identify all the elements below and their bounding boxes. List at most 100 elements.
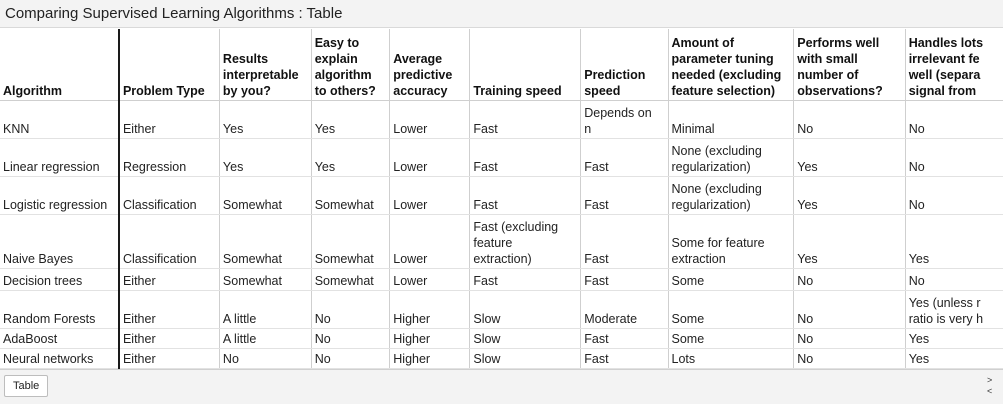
table-cell[interactable]: None (excluding regularization) (667, 138, 794, 177)
table-cell[interactable]: Slow (469, 348, 581, 369)
table-cell[interactable]: Lower (389, 214, 470, 269)
table-cell[interactable]: Lower (389, 176, 470, 215)
table-cell[interactable]: No (793, 100, 906, 139)
table-cell[interactable]: A little (218, 328, 312, 349)
table-cell[interactable]: Fast (excluding feature extraction) (469, 214, 581, 269)
table-cell[interactable]: Fast (469, 176, 581, 215)
table-cell[interactable]: Fast (580, 176, 668, 215)
table-cell[interactable]: Higher (389, 290, 470, 329)
table-cell[interactable]: No (904, 268, 1003, 291)
column-header[interactable]: Problem Type (117, 29, 220, 101)
table-cell[interactable]: Yes (793, 214, 906, 269)
table-cell[interactable]: Lots (667, 348, 794, 369)
row-label-cell[interactable]: Naive Bayes (0, 214, 119, 269)
table-cell[interactable]: No (904, 100, 1003, 139)
table-cell[interactable]: Yes (310, 100, 390, 139)
table-cell[interactable]: Regression (117, 138, 220, 177)
table-cell[interactable]: Either (117, 268, 220, 291)
column-header[interactable]: Amount of parameter tuning needed (excludi… (667, 29, 794, 101)
cell-text: Lower (393, 252, 428, 266)
table-cell[interactable]: Yes (793, 138, 906, 177)
table-cell[interactable]: No (310, 348, 390, 369)
table-cell[interactable]: No (793, 290, 906, 329)
column-header[interactable]: Results interpretable by you? (218, 29, 312, 101)
table-cell[interactable]: Fast (580, 348, 668, 369)
table-cell[interactable]: No (310, 328, 390, 349)
table-cell[interactable]: Fast (580, 268, 668, 291)
table-cell[interactable]: Fast (580, 328, 668, 349)
table-cell[interactable]: Either (117, 100, 220, 139)
table-cell[interactable]: Somewhat (310, 176, 390, 215)
table-cell[interactable]: Fast (580, 214, 668, 269)
table-cell[interactable]: Classification (117, 214, 220, 269)
table-cell[interactable]: Fast (469, 268, 581, 291)
column-header[interactable]: Average predictive accuracy (389, 29, 470, 101)
spreadsheet-grid[interactable]: Algorithm Problem Type Results interpretabl… (0, 29, 1003, 369)
table-cell[interactable]: Lower (389, 100, 470, 139)
table-cell[interactable]: No (793, 348, 906, 369)
table-row: AdaBoost Either A little No Higher Slow Fast So… (0, 328, 1003, 349)
table-cell[interactable]: No (218, 348, 312, 369)
table-cell[interactable]: Yes (793, 176, 906, 215)
table-cell[interactable]: Slow (469, 290, 581, 329)
table-cell[interactable]: Yes (218, 100, 312, 139)
table-cell[interactable]: Moderate (580, 290, 668, 329)
scroll-left-arrow[interactable]: < (987, 386, 993, 396)
table-cell[interactable]: Somewhat (310, 268, 390, 291)
cell-text: Fast (584, 252, 609, 266)
table-cell[interactable]: Some (667, 268, 794, 291)
table-cell[interactable]: Yes (310, 138, 390, 177)
table-cell[interactable]: Yes (218, 138, 312, 177)
table-cell[interactable]: Somewhat (218, 214, 312, 269)
table-cell[interactable]: Yes (unless r ratio is very h (904, 290, 1003, 329)
column-header[interactable]: Performs well with small number of observat… (793, 29, 906, 101)
column-header[interactable]: Algorithm (0, 29, 119, 101)
table-cell[interactable]: Either (117, 328, 220, 349)
table-cell[interactable]: Yes (904, 348, 1003, 369)
scroll-right-arrow[interactable]: > (987, 375, 993, 385)
row-label-cell[interactable]: Random Forests (0, 290, 119, 329)
table-cell[interactable]: No (904, 176, 1003, 215)
table-cell[interactable]: Higher (389, 328, 470, 349)
table-cell[interactable]: Yes (904, 214, 1003, 269)
table-cell[interactable]: Some for feature extraction (667, 214, 794, 269)
row-label-cell[interactable]: Linear regression (0, 138, 119, 177)
table-cell[interactable]: Some (667, 290, 794, 329)
cell-text: Somewhat (222, 274, 282, 288)
table-cell[interactable]: Somewhat (310, 214, 390, 269)
column-header[interactable]: Prediction speed (580, 29, 668, 101)
table-cell[interactable]: Fast (469, 138, 581, 177)
table-cell[interactable]: Either (117, 348, 220, 369)
cell-text: No (797, 122, 814, 136)
column-header[interactable]: Training speed (469, 29, 581, 101)
cell-text: No (797, 352, 814, 366)
row-label-cell[interactable]: Decision trees (0, 268, 119, 291)
row-label-cell[interactable]: KNN (0, 100, 119, 139)
table-cell[interactable]: Slow (469, 328, 581, 349)
table-cell[interactable]: No (793, 328, 906, 349)
table-cell[interactable]: Either (117, 290, 220, 329)
table-cell[interactable]: None (excluding regularization) (667, 176, 794, 215)
table-cell[interactable]: Lower (389, 138, 470, 177)
table-cell[interactable]: Fast (469, 100, 581, 139)
table-cell[interactable]: Classification (117, 176, 220, 215)
table-cell[interactable]: A little (218, 290, 312, 329)
table-cell[interactable]: Somewhat (218, 268, 312, 291)
table-cell[interactable]: Minimal (667, 100, 794, 139)
table-cell[interactable]: Depends on n (580, 100, 668, 139)
row-label-cell[interactable]: AdaBoost (0, 328, 119, 349)
table-cell[interactable]: Fast (580, 138, 668, 177)
table-cell[interactable]: Somewhat (218, 176, 312, 215)
column-header[interactable]: Easy to explain algorithm to others? (310, 29, 390, 101)
table-cell[interactable]: Some (667, 328, 794, 349)
table-cell[interactable]: Higher (389, 348, 470, 369)
row-label-cell[interactable]: Logistic regression (0, 176, 119, 215)
table-cell[interactable]: No (793, 268, 906, 291)
table-cell[interactable]: No (310, 290, 390, 329)
table-cell[interactable]: No (904, 138, 1003, 177)
table-cell[interactable]: Lower (389, 268, 470, 291)
table-cell[interactable]: Yes (904, 328, 1003, 349)
sheet-tab-table[interactable]: Table (4, 375, 49, 397)
column-header[interactable]: Handles lots irrelevant fe well (separa sig… (904, 29, 1003, 101)
row-label-cell[interactable]: Neural networks (0, 348, 119, 369)
